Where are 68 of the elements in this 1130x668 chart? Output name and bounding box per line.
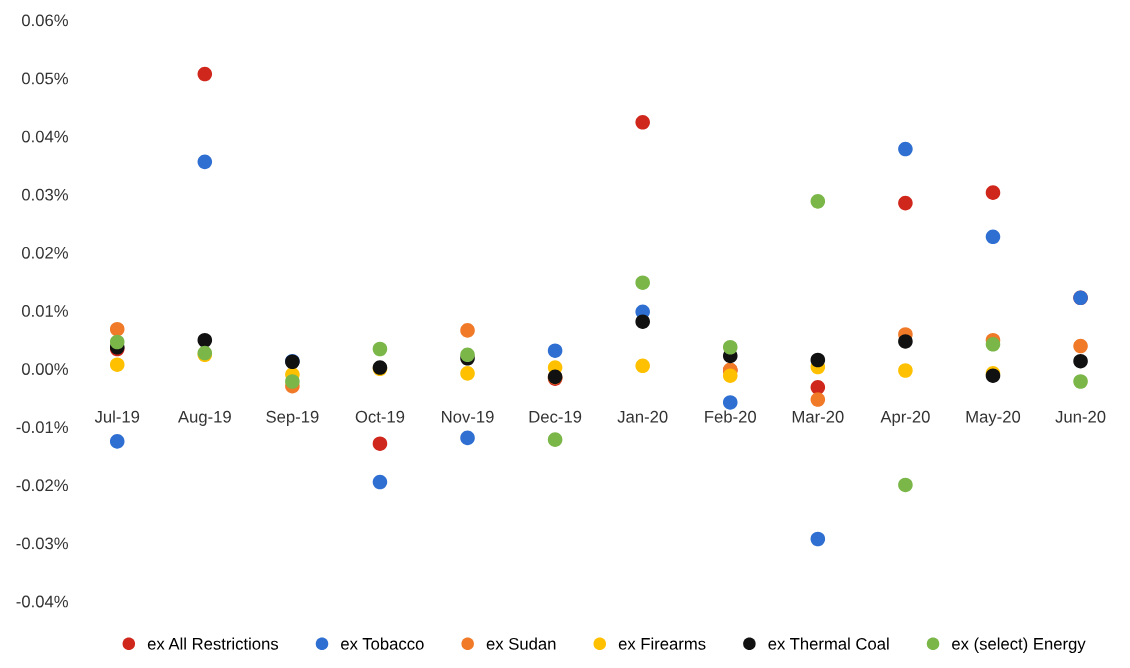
- y-tick-label: 0.01%: [21, 305, 68, 317]
- y-tick-label: 0.03%: [21, 188, 68, 201]
- point: [722, 339, 738, 355]
- point: [1073, 338, 1088, 354]
- point: [722, 368, 738, 383]
- y-tick-label: 0.05%: [21, 72, 68, 85]
- legend-label: ex Tobacco: [341, 637, 424, 650]
- point: [1073, 374, 1088, 389]
- point: [635, 115, 650, 130]
- point: [635, 314, 650, 329]
- point: [285, 374, 300, 389]
- point: [810, 194, 826, 209]
- legend-label: ex Firearms: [618, 637, 706, 650]
- x-tick-label: Nov-19: [442, 410, 494, 423]
- point: [460, 323, 475, 338]
- x-tick-label: Mar-20: [792, 410, 844, 423]
- x-tick-label: Feb-20: [705, 410, 757, 423]
- point: [372, 474, 388, 490]
- point: [635, 275, 650, 291]
- point: [722, 395, 738, 410]
- point: [109, 434, 125, 449]
- point: [109, 357, 125, 372]
- x-tick-label: Dec-19: [529, 410, 582, 423]
- point: [635, 358, 650, 374]
- legend-label: ex All Restrictions: [147, 637, 279, 650]
- x-tick-label: Jun-20: [1055, 410, 1106, 423]
- point: [810, 380, 826, 395]
- x-tick-label: Oct-19: [355, 410, 405, 423]
- point: [898, 195, 913, 211]
- x-tick-label: Aug-19: [177, 410, 231, 426]
- point: [460, 430, 475, 446]
- y-tick-label: -0.03%: [16, 537, 68, 550]
- x-tick-label: Jul-19: [94, 410, 140, 423]
- point: [372, 341, 388, 357]
- point: [985, 229, 1001, 245]
- point: [547, 432, 563, 447]
- y-tick-label: 0.02%: [21, 246, 68, 259]
- point: [898, 363, 913, 378]
- point: [810, 352, 826, 368]
- legend-label: ex (select) Energy: [952, 637, 1086, 654]
- point: [197, 154, 213, 170]
- y-tick-label: -0.02%: [16, 479, 68, 492]
- point: [985, 185, 1001, 200]
- point: [810, 531, 826, 547]
- point: [109, 334, 125, 350]
- point: [197, 66, 213, 82]
- point: [898, 141, 913, 157]
- point: [898, 477, 913, 493]
- y-tick-label: 0.06%: [21, 14, 68, 27]
- legend-label: ex Sudan: [486, 637, 556, 650]
- y-tick-label: 0.00%: [21, 363, 68, 375]
- point: [1073, 353, 1088, 369]
- x-tick-label: Sep-19: [266, 410, 319, 426]
- x-tick-label: Jan-20: [617, 410, 668, 423]
- point: [898, 334, 913, 349]
- y-tick-label: -0.04%: [16, 595, 68, 608]
- legend-label: ex Thermal Coal: [768, 637, 889, 650]
- point: [985, 337, 1001, 352]
- point: [460, 366, 475, 381]
- y-tick-label: -0.01%: [16, 421, 68, 434]
- point: [109, 321, 125, 337]
- x-tick-label: Apr-20: [880, 410, 930, 426]
- point: [810, 392, 826, 407]
- point: [372, 436, 388, 451]
- point: [547, 343, 563, 358]
- y-tick-label: 0.04%: [21, 130, 68, 143]
- point: [197, 332, 213, 348]
- x-tick-label: May-20: [966, 410, 1021, 426]
